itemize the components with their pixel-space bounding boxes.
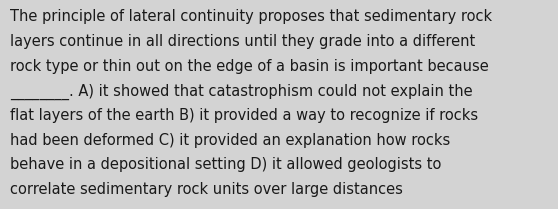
Text: had been deformed C) it provided an explanation how rocks: had been deformed C) it provided an expl… (10, 133, 450, 148)
Text: ________. A) it showed that catastrophism could not explain the: ________. A) it showed that catastrophis… (10, 83, 473, 100)
Text: rock type or thin out on the edge of a basin is important because: rock type or thin out on the edge of a b… (10, 59, 489, 74)
Text: layers continue in all directions until they grade into a different: layers continue in all directions until … (10, 34, 475, 49)
Text: behave in a depositional setting D) it allowed geologists to: behave in a depositional setting D) it a… (10, 157, 441, 172)
Text: correlate sedimentary rock units over large distances: correlate sedimentary rock units over la… (10, 182, 403, 197)
Text: The principle of lateral continuity proposes that sedimentary rock: The principle of lateral continuity prop… (10, 9, 492, 24)
Text: flat layers of the earth B) it provided a way to recognize if rocks: flat layers of the earth B) it provided … (10, 108, 478, 123)
